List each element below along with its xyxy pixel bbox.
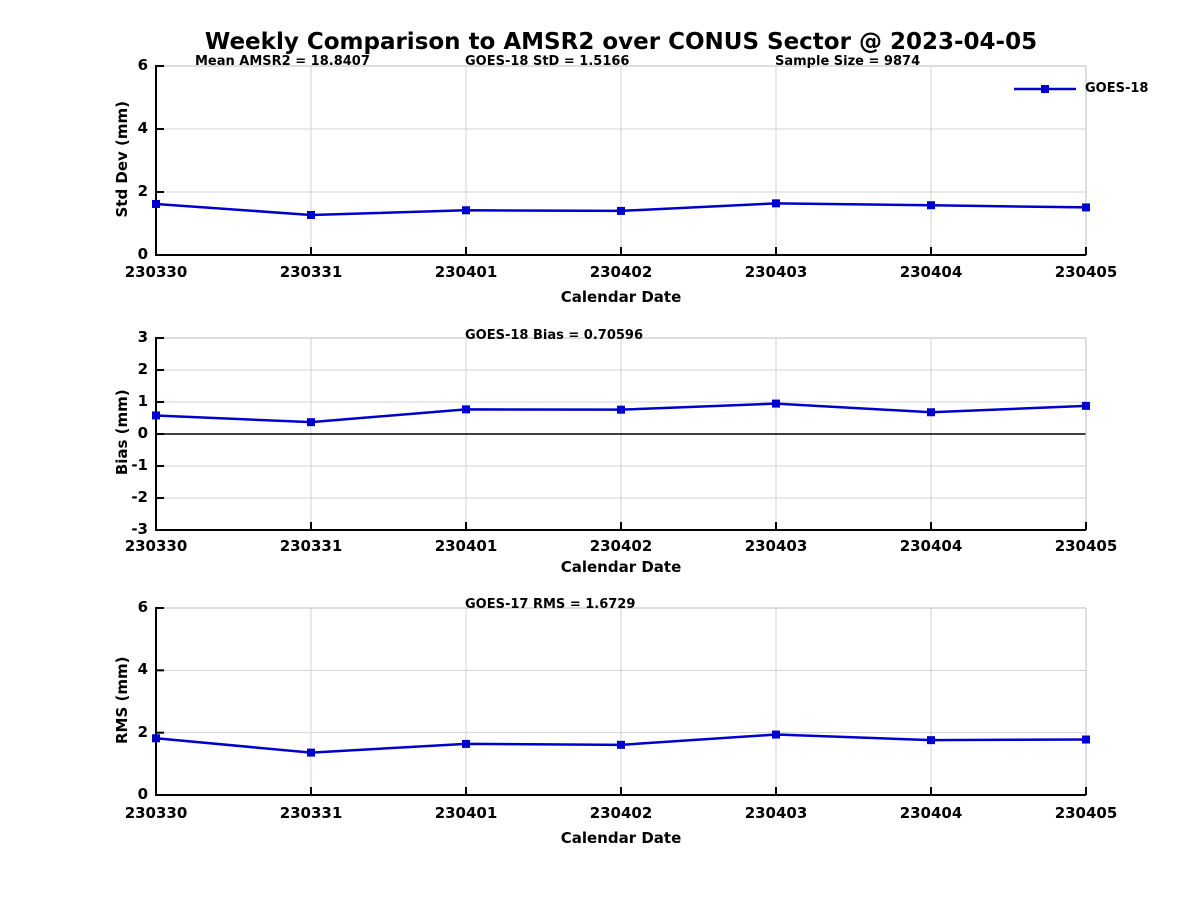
data-point-marker [772,399,780,408]
panel-annotation: GOES-18 StD = 1.5166 [465,54,630,69]
y-tick-label: -2 [131,488,148,506]
y-tick-label: 6 [137,56,148,74]
x-tick-label: 230404 [899,804,963,822]
data-point-marker [307,418,315,427]
y-tick-label: 3 [137,328,148,346]
data-point-marker [927,408,935,417]
data-point-marker [1082,203,1090,212]
y-tick-label: 2 [137,722,148,741]
x-tick-label: 230403 [744,537,808,555]
data-point-marker [927,201,935,210]
panel-annotation: GOES-18 Bias = 0.70596 [465,328,644,343]
y-tick-label: 0 [137,785,148,803]
x-tick-label: 230331 [279,804,343,822]
legend-label: GOES-18 [1085,81,1149,96]
panel-annotation: Mean AMSR2 = 18.8407 [195,54,370,69]
legend: GOES-18 [1012,81,1148,96]
y-tick-label: -1 [131,456,148,474]
panel-annotation: GOES-17 RMS = 1.6729 [465,597,636,612]
data-point-marker [462,739,470,748]
x-tick-label: 230405 [1054,804,1118,822]
panel-annotation: Sample Size = 9874 [775,54,921,69]
y-tick-label: -3 [131,520,148,538]
data-point-marker [152,734,160,743]
data-point-marker [462,206,470,215]
data-point-marker [772,199,780,208]
x-tick-label: 230330 [124,804,188,822]
data-point-marker [1082,401,1090,410]
data-point-marker [927,736,935,745]
data-point-marker [1082,735,1090,744]
x-tick-label: 230403 [744,804,808,822]
data-point-marker [152,411,160,420]
x-tick-label: 230405 [1054,263,1118,281]
x-tick-label: 230402 [589,804,653,822]
data-point-marker [617,405,625,414]
x-tick-label: 230405 [1054,537,1118,555]
x-tick-label: 230403 [744,263,808,281]
x-axis-label: Calendar Date [560,288,682,306]
x-tick-label: 230401 [434,537,498,555]
x-axis-label: Calendar Date [560,558,682,576]
y-tick-label: 0 [137,424,148,442]
data-point-marker [617,740,625,749]
y-tick-label: 4 [137,119,148,137]
x-tick-label: 230401 [434,263,498,281]
y-axis-label: RMS (mm) [112,656,131,744]
x-tick-label: 230402 [589,537,653,555]
x-tick-label: 230331 [279,263,343,281]
x-tick-label: 230330 [124,263,188,281]
x-tick-label: 230331 [279,537,343,555]
data-point-marker [307,210,315,219]
data-point-marker [462,405,470,414]
data-point-marker [307,748,315,757]
y-axis-label: Std Dev (mm) [112,100,131,218]
x-tick-label: 230401 [434,804,498,822]
x-tick-label: 230330 [124,537,188,555]
data-point-marker [152,199,160,208]
x-tick-label: 230402 [589,263,653,281]
y-tick-label: 2 [137,360,148,378]
x-tick-label: 230404 [899,537,963,555]
x-tick-label: 230404 [899,263,963,281]
data-point-marker [617,206,625,215]
x-axis-label: Calendar Date [560,829,682,847]
y-tick-label: 2 [137,182,148,200]
legend-line-marker-icon [1014,84,1076,93]
figure-title: Weekly Comparison to AMSR2 over CONUS Se… [204,29,1038,55]
y-tick-label: 4 [137,660,148,679]
data-point-marker [772,730,780,739]
y-tick-label: 6 [137,598,148,616]
y-axis-label: Bias (mm) [112,389,131,476]
y-tick-label: 0 [137,245,148,263]
y-tick-label: 1 [137,392,148,410]
